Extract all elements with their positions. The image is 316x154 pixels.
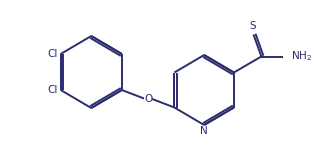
Text: NH$_2$: NH$_2$ bbox=[291, 50, 312, 63]
Text: Cl: Cl bbox=[47, 85, 58, 95]
Text: Cl: Cl bbox=[47, 49, 58, 59]
Text: S: S bbox=[249, 20, 256, 30]
Text: O: O bbox=[144, 94, 152, 104]
Text: N: N bbox=[200, 126, 208, 136]
